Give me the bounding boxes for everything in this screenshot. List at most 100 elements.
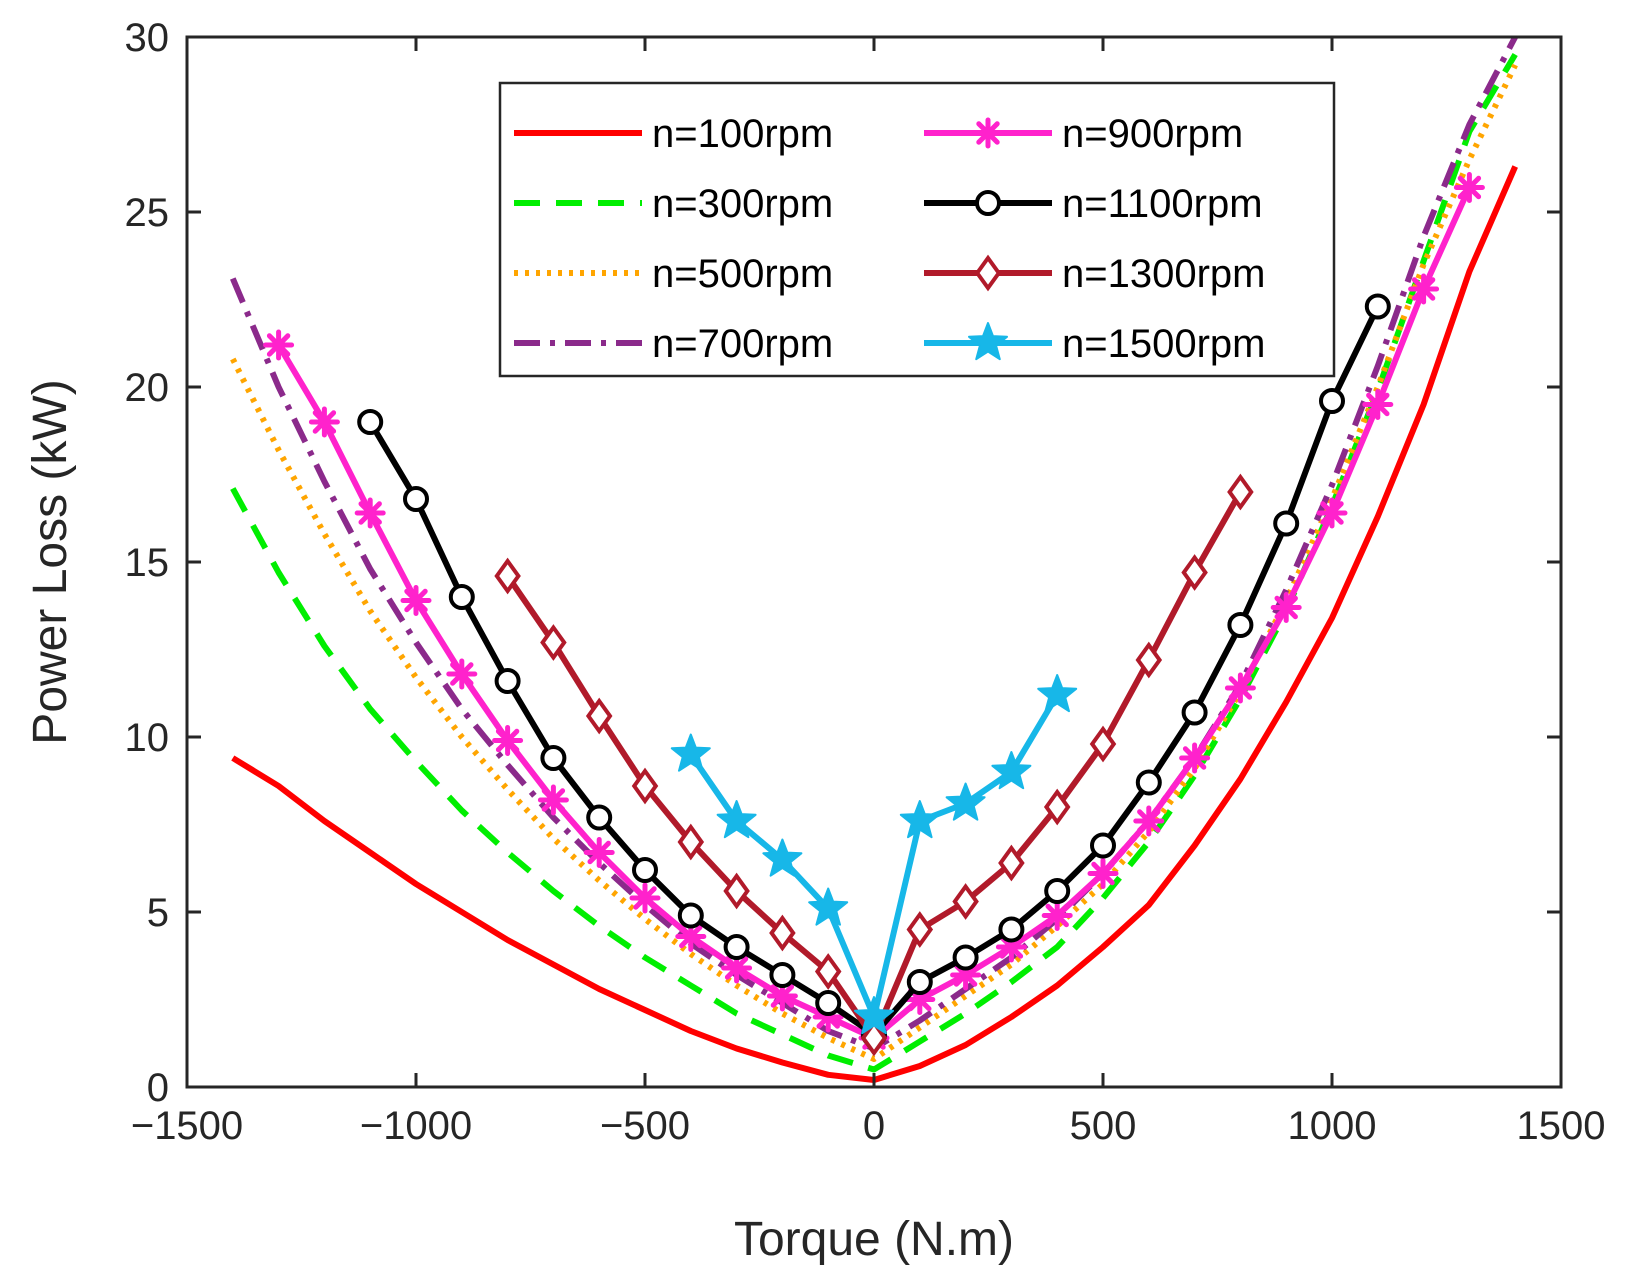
legend-label: n=300rpm (652, 182, 833, 226)
data-point (1362, 389, 1394, 420)
x-tick-label: −500 (600, 1104, 690, 1148)
data-point (723, 872, 750, 910)
data-point-core (410, 594, 422, 607)
legend-label: n=500rpm (652, 252, 833, 296)
data-point (1319, 388, 1345, 414)
y-tick-label: 5 (147, 891, 169, 935)
data-point (448, 584, 475, 610)
legend-item-7: n=1500rpm (924, 322, 1265, 366)
data-point (357, 409, 384, 435)
data-point-core (501, 734, 514, 747)
data-point (308, 406, 340, 438)
data-point (1041, 900, 1073, 931)
legend: n=100rpm n=300rpm n=500rpm n=700rpm n=900rpm… (498, 81, 1336, 378)
data-point (808, 887, 849, 926)
data-point-core (776, 990, 789, 1002)
x-tick-label: 1500 (1517, 1104, 1606, 1148)
legend-marker (975, 190, 1001, 216)
data-point-core (1417, 283, 1430, 295)
data-point (1227, 612, 1254, 638)
legend-item-2: n=500rpm (514, 252, 833, 296)
data-point (586, 804, 613, 831)
data-point (446, 658, 478, 690)
data-point-core (1463, 181, 1476, 194)
legend-item-4: n=900rpm (924, 112, 1243, 156)
data-point (494, 668, 521, 694)
data-point-core (639, 892, 651, 904)
data-point (1224, 672, 1256, 704)
data-point (1089, 725, 1117, 763)
x-tick-label: −1000 (360, 1104, 472, 1148)
legend-label: n=1100rpm (1062, 182, 1263, 226)
data-point (906, 911, 934, 948)
data-point (1043, 788, 1071, 826)
legend-item-6: n=1300rpm (924, 252, 1265, 296)
data-point (815, 990, 842, 1016)
data-point-core (1005, 941, 1018, 953)
data-point (354, 497, 386, 529)
data-point (1364, 293, 1391, 320)
data-point-core (272, 339, 285, 351)
y-tick-label: 10 (125, 716, 170, 760)
data-point (632, 857, 658, 883)
data-point (1453, 172, 1485, 203)
data-point (860, 1019, 888, 1057)
data-point (814, 953, 842, 990)
data-point (1181, 554, 1208, 591)
data-point-core (913, 993, 926, 1006)
data-point (629, 882, 661, 914)
x-tick-label: 0 (863, 1104, 885, 1148)
legend-item-5: n=1100rpm (924, 182, 1263, 226)
data-point (1181, 699, 1208, 726)
data-point (769, 914, 796, 952)
y-tick-label: 25 (125, 191, 170, 235)
data-point-core (1371, 398, 1384, 411)
data-point (1179, 742, 1211, 774)
legend-label: n=1300rpm (1062, 252, 1265, 296)
legend-item-0: n=100rpm (514, 112, 833, 156)
y-tick-label: 0 (147, 1066, 169, 1110)
data-point-core (593, 846, 606, 859)
series-line (230, 63, 1518, 1062)
data-point (1135, 641, 1163, 679)
data-point-core (318, 416, 331, 428)
data-point (952, 883, 979, 920)
legend-label: n=1500rpm (1062, 322, 1265, 366)
data-point (952, 944, 979, 971)
y-axis-label: Power Loss (kW) (24, 379, 77, 744)
data-point (540, 745, 567, 771)
data-point-core (364, 507, 377, 519)
data-point (1273, 510, 1300, 537)
data-point-core (455, 668, 468, 680)
ticks-layer: −1500 −1000 −500 0 500 1000 1500 0 5 10 15 20 25 30 (125, 16, 1606, 1148)
data-point (899, 800, 940, 839)
data-point (1270, 592, 1302, 623)
data-point-core (547, 794, 560, 806)
series-7 (670, 674, 1078, 1035)
legend-marker (972, 117, 1004, 149)
legend-label: n=700rpm (652, 322, 833, 366)
data-point-core (1326, 507, 1338, 519)
legend-marker-core (982, 127, 994, 139)
data-point (716, 800, 757, 839)
legend-marker (974, 254, 1002, 292)
data-point (769, 962, 796, 988)
legend-label: n=900rpm (1062, 112, 1243, 156)
data-point (1408, 273, 1440, 305)
data-point (1227, 473, 1254, 511)
data-point (1044, 878, 1071, 904)
data-point (998, 844, 1025, 882)
legend-label: n=100rpm (652, 112, 833, 156)
data-point (1316, 497, 1348, 529)
y-tick-label: 30 (125, 16, 170, 60)
data-point-core (959, 969, 972, 981)
legend-item-3: n=700rpm (514, 322, 833, 366)
series-2 (230, 63, 1518, 1062)
data-point (583, 837, 615, 868)
data-point (403, 486, 429, 512)
series-layer (230, 35, 1518, 1083)
x-axis-label: Torque (N.m) (734, 1213, 1014, 1266)
data-point (537, 784, 569, 816)
data-point-core (1280, 601, 1293, 614)
data-point (998, 916, 1025, 943)
